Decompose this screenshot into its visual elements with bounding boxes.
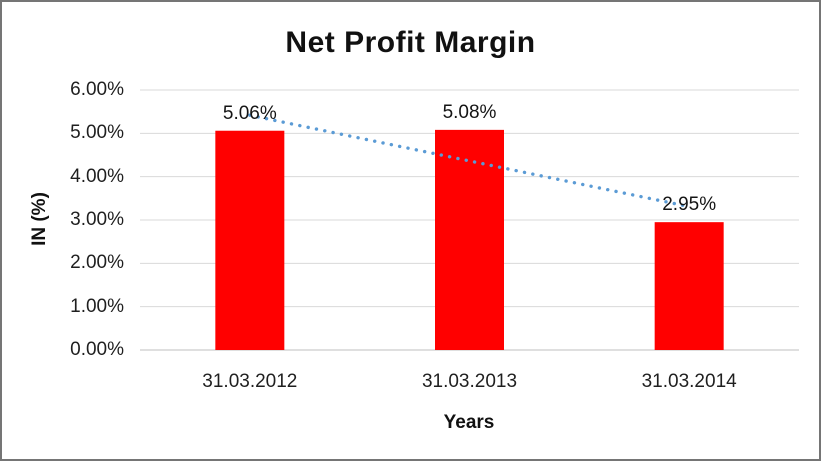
- y-tick-label: 3.00%: [70, 209, 124, 230]
- x-tick-label: 31.03.2014: [641, 371, 737, 392]
- x-axis-title: Years: [443, 412, 495, 433]
- y-tick-label: 0.00%: [70, 339, 124, 360]
- y-tick-label: 4.00%: [70, 165, 124, 187]
- bar-data-label: 2.95%: [662, 194, 717, 216]
- chart-title: Net Profit Margin: [285, 26, 536, 59]
- bar: [215, 130, 285, 350]
- x-tick-label: 31.03.2012: [202, 371, 298, 392]
- y-tick-label: 5.00%: [70, 122, 124, 144]
- bar-data-label: 5.06%: [222, 102, 277, 124]
- y-tick-label: 2.00%: [70, 252, 124, 274]
- trendline: [248, 113, 691, 209]
- y-tick-label: 6.00%: [70, 79, 124, 100]
- bar-data-label: 5.08%: [442, 101, 497, 123]
- x-tick-label: 31.03.2013: [421, 371, 518, 392]
- bar: [654, 222, 724, 350]
- bar: [435, 129, 504, 350]
- y-tick-label: 1.00%: [70, 295, 124, 317]
